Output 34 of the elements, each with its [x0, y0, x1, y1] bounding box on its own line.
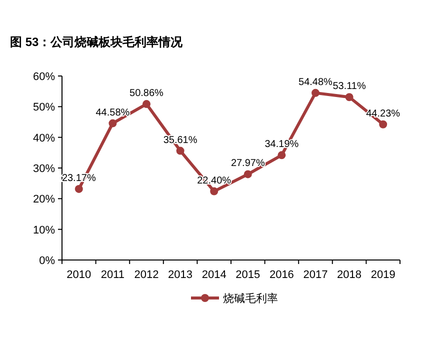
- point: [278, 151, 286, 160]
- x-tick-label: 2010: [66, 269, 92, 281]
- point: [312, 88, 320, 97]
- text: 53.11%: [332, 81, 366, 92]
- x-tick-label: 2012: [134, 269, 159, 281]
- x-tick-label: 2019: [370, 269, 396, 281]
- y-tick-label: 60%: [32, 71, 56, 83]
- x-tick-label: 2018: [337, 269, 362, 281]
- y-tick-label: 0%: [39, 255, 56, 267]
- x-tick-label: 2014: [202, 269, 226, 281]
- point: [210, 187, 218, 196]
- point: [379, 120, 388, 128]
- y-tick-label: 30%: [32, 163, 56, 175]
- chart-title: 图 53：公司烧碱板块毛利率情况: [10, 35, 184, 49]
- point: [108, 119, 117, 128]
- x-tick-label: 2013: [168, 269, 193, 281]
- text: 54.48%: [298, 76, 332, 88]
- point: [142, 100, 150, 108]
- point: [345, 93, 354, 102]
- y-tick-label: 10%: [32, 224, 56, 236]
- x-tick-label: 2016: [269, 269, 294, 281]
- x-tick-label: 2015: [236, 269, 260, 281]
- text: 44.58%: [96, 107, 130, 118]
- y-tick-label: 50%: [32, 102, 56, 114]
- point: [244, 170, 252, 178]
- legend-label: 烧碱毛利率: [223, 292, 278, 305]
- y-tick-label: 20%: [32, 194, 56, 206]
- point: [176, 146, 184, 155]
- y-tick-label: 40%: [32, 132, 56, 144]
- x-tick-label: 2017: [303, 269, 328, 281]
- text: 50.86%: [130, 88, 164, 100]
- x-tick-label: 2011: [100, 269, 125, 281]
- point: [74, 184, 83, 193]
- text: 27.97%: [230, 158, 265, 170]
